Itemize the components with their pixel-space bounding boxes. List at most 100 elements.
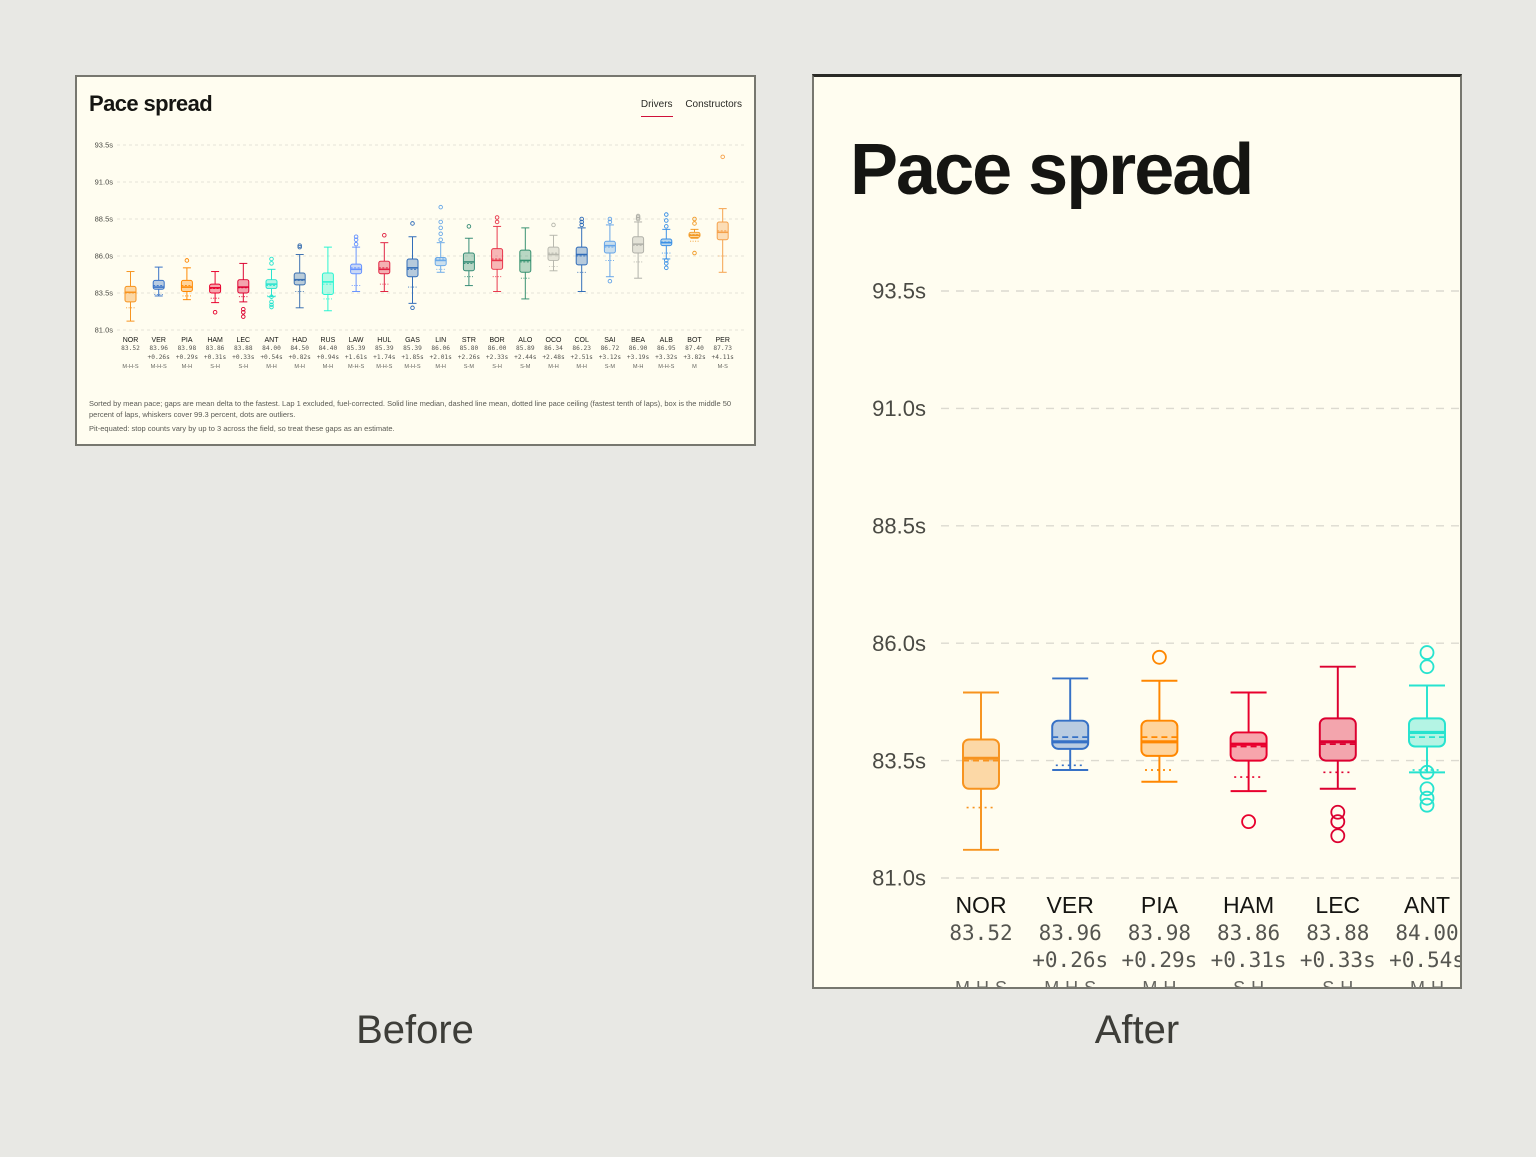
outlier-dot bbox=[241, 309, 246, 315]
outlier-dot bbox=[438, 237, 443, 242]
y-tick-label: 86.0s bbox=[95, 252, 114, 261]
driver-mean: 84.00 bbox=[262, 345, 281, 352]
chart-title-zoomed: Pace spread bbox=[850, 130, 1254, 210]
driver-gap: +1.85s bbox=[401, 354, 424, 361]
driver-mean: 86.23 bbox=[572, 345, 591, 352]
y-tick-label: 93.5s bbox=[95, 141, 114, 150]
driver-compounds: M-H-S bbox=[404, 364, 420, 370]
outlier-dot bbox=[579, 222, 584, 228]
driver-compounds: M-H bbox=[1142, 978, 1176, 989]
driver-code: LEC bbox=[236, 337, 250, 344]
outlier-dot bbox=[241, 307, 246, 312]
outlier-dot bbox=[466, 224, 472, 229]
iqr-box bbox=[1051, 719, 1090, 750]
outlier-dot bbox=[269, 304, 274, 310]
outlier-dot bbox=[410, 305, 415, 311]
driver-mean: 86.72 bbox=[601, 345, 620, 352]
y-tick-label: 83.5s bbox=[872, 748, 926, 773]
driver-gap: +0.82s bbox=[289, 354, 312, 361]
driver-compounds: M-H-S bbox=[955, 978, 1007, 989]
driver-compounds: M-H-S bbox=[658, 364, 674, 370]
driver-compounds: S-M bbox=[464, 364, 475, 370]
outlier-dot bbox=[1419, 781, 1435, 797]
driver-gap: +0.94s bbox=[317, 354, 340, 361]
iqr-box bbox=[434, 256, 447, 267]
driver-gap: +3.82s bbox=[683, 354, 706, 361]
driver-compounds: M-H-S bbox=[376, 364, 392, 370]
driver-compounds: S-H bbox=[238, 364, 248, 370]
y-tick-label: 86.0s bbox=[872, 631, 926, 656]
outlier-dot bbox=[269, 299, 274, 305]
driver-code: LIN bbox=[435, 337, 446, 344]
outlier-dot bbox=[297, 243, 302, 248]
driver-gap: +2.01s bbox=[430, 354, 453, 361]
driver-code: COL bbox=[574, 337, 589, 344]
driver-compounds: S-H bbox=[210, 364, 220, 370]
driver-compounds: M-H bbox=[323, 364, 334, 370]
driver-compounds: M-H bbox=[633, 364, 644, 370]
driver-compounds: S-H bbox=[1322, 978, 1353, 989]
outlier-dot bbox=[664, 265, 669, 271]
driver-gap: +3.12s bbox=[599, 354, 622, 361]
caption-before: Before bbox=[356, 1008, 474, 1052]
driver-gap: +3.32s bbox=[655, 354, 678, 361]
driver-code: BOR bbox=[490, 337, 505, 344]
driver-mean: 85.80 bbox=[460, 345, 479, 352]
outlier-dot bbox=[1419, 645, 1435, 661]
outlier-dot bbox=[438, 204, 443, 210]
outlier-dot bbox=[579, 219, 584, 225]
driver-code: VER bbox=[151, 337, 165, 344]
y-tick-label: 81.0s bbox=[872, 866, 926, 891]
outlier-dot bbox=[410, 221, 415, 226]
driver-mean: 85.39 bbox=[403, 345, 422, 352]
driver-mean: 87.73 bbox=[713, 345, 732, 352]
tab-drivers[interactable]: Drivers bbox=[640, 99, 673, 117]
driver-gap: +1.61s bbox=[345, 354, 368, 361]
driver-code: ALO bbox=[518, 337, 533, 344]
outlier-dot bbox=[692, 221, 697, 226]
outlier-dot bbox=[353, 237, 359, 242]
driver-code: SAI bbox=[604, 337, 615, 344]
outlier-dot bbox=[269, 256, 274, 262]
tab-constructors[interactable]: Constructors bbox=[685, 99, 742, 110]
iqr-box bbox=[962, 738, 1000, 790]
driver-gap: +2.44s bbox=[514, 354, 537, 361]
outlier-dot bbox=[1241, 814, 1257, 830]
iqr-box bbox=[124, 285, 137, 303]
driver-mean: 83.98 bbox=[178, 345, 197, 352]
outlier-dot bbox=[664, 261, 669, 266]
driver-compounds: M-H-S bbox=[1044, 978, 1096, 989]
driver-mean: 86.00 bbox=[488, 345, 507, 352]
driver-code: NOR bbox=[123, 337, 139, 344]
driver-code: HAM bbox=[1223, 892, 1274, 918]
driver-code: ANT bbox=[1404, 892, 1450, 918]
outlier-dot bbox=[438, 219, 443, 225]
y-tick-label: 91.0s bbox=[95, 178, 114, 187]
driver-compounds: M-H bbox=[266, 364, 277, 370]
outlier-dot bbox=[664, 218, 669, 223]
driver-gap: +0.31s bbox=[1211, 948, 1287, 972]
iqr-box bbox=[1140, 719, 1179, 757]
outlier-dot bbox=[1330, 814, 1346, 830]
driver-compounds: M-H bbox=[294, 364, 305, 370]
driver-code: GAS bbox=[405, 337, 420, 344]
driver-mean: 83.86 bbox=[1217, 921, 1280, 945]
driver-gap: +0.26s bbox=[148, 354, 171, 361]
outlier-dot bbox=[1419, 659, 1435, 675]
driver-code: ALB bbox=[660, 337, 674, 344]
outlier-dot bbox=[1151, 649, 1167, 665]
outlier-dot bbox=[664, 224, 669, 229]
driver-gap: +2.51s bbox=[571, 354, 594, 361]
outlier-dot bbox=[212, 309, 218, 315]
y-tick-label: 91.0s bbox=[872, 396, 926, 421]
driver-gap: +0.31s bbox=[204, 354, 227, 361]
driver-code: LAW bbox=[349, 337, 364, 344]
outlier-dot bbox=[607, 216, 613, 222]
driver-mean: 83.88 bbox=[1306, 921, 1369, 945]
driver-code: VER bbox=[1047, 892, 1094, 918]
outlier-dot bbox=[241, 314, 246, 319]
outlier-dot bbox=[607, 219, 613, 225]
driver-gap: +0.26s bbox=[1032, 948, 1108, 972]
outlier-dot bbox=[692, 216, 697, 222]
chart-title: Pace spread bbox=[89, 91, 213, 116]
